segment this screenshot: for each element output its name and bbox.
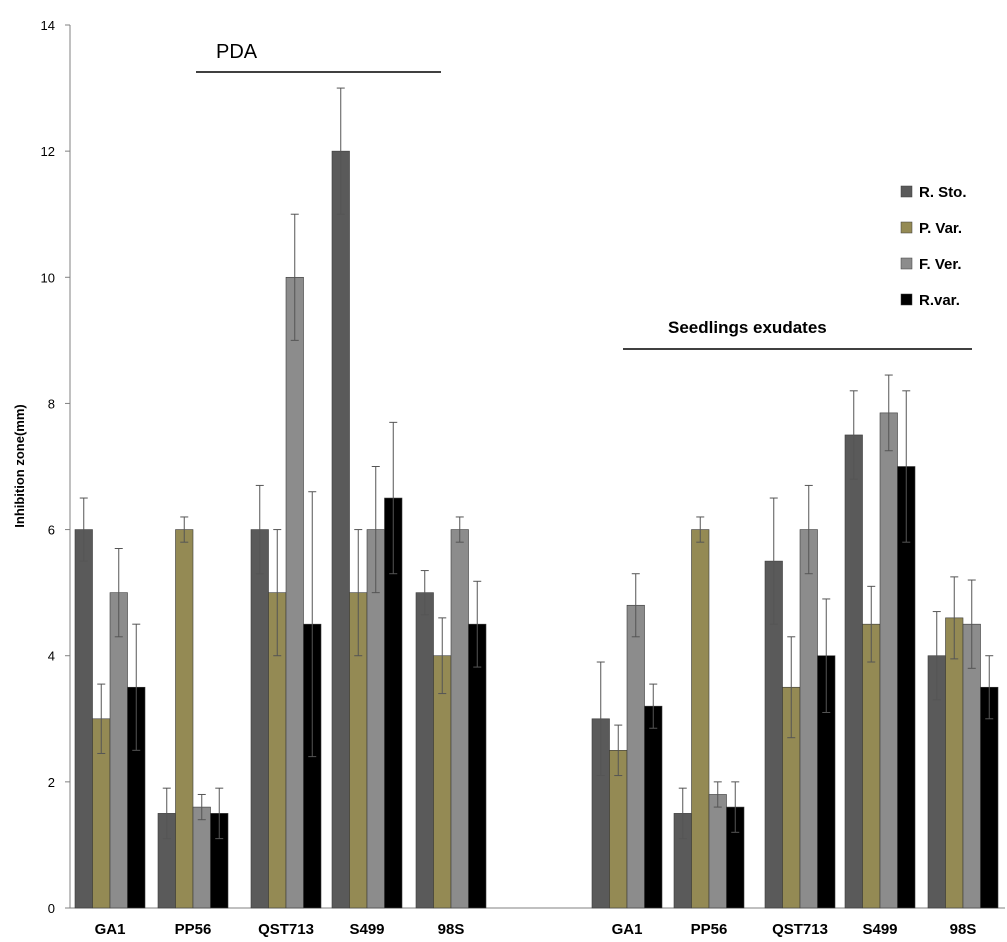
legend-label: P. Var.	[919, 220, 962, 237]
y-axis-label: Inhibition zone(mm)	[12, 404, 27, 527]
bar	[844, 434, 863, 909]
bar	[175, 529, 194, 909]
group-annotation-seedlings: Seedlings exudates	[623, 318, 972, 350]
legend-label: R. Sto.	[919, 184, 967, 201]
legend-label: R.var.	[919, 292, 960, 309]
x-tick-label: 98S	[438, 921, 465, 938]
bar	[192, 806, 211, 909]
legend-label: F. Ver.	[919, 256, 962, 273]
bars	[74, 150, 999, 909]
bar	[862, 623, 881, 909]
y-tick-label: 4	[48, 649, 55, 664]
group-title-pda: PDA	[216, 41, 258, 63]
x-tick-label: QST713	[772, 921, 828, 938]
bar	[644, 705, 663, 909]
bar	[74, 529, 93, 909]
bar	[626, 604, 645, 909]
error-bars	[79, 87, 994, 840]
y-tick-label: 6	[48, 523, 55, 538]
bar	[415, 592, 434, 909]
bar	[691, 529, 710, 909]
legend-swatch	[900, 293, 913, 306]
bar	[708, 794, 727, 909]
bar	[285, 276, 304, 909]
y-tick-label: 8	[48, 396, 55, 411]
legend-swatch	[900, 221, 913, 234]
bar	[450, 529, 469, 909]
y-tick-label: 2	[48, 775, 55, 790]
group-title-seedlings: Seedlings exudates	[668, 318, 827, 337]
x-tick-label: PP56	[691, 921, 728, 938]
bar	[109, 592, 128, 909]
y-tick-label: 0	[48, 901, 55, 916]
bar	[331, 150, 350, 909]
bar	[980, 686, 999, 909]
x-tick-label: GA1	[612, 921, 643, 938]
y-tick-label: 10	[41, 270, 55, 285]
bar	[250, 529, 269, 909]
bar	[799, 529, 818, 909]
legend-swatch	[900, 257, 913, 270]
x-tick-label: S499	[862, 921, 897, 938]
bar	[945, 617, 964, 909]
y-tick-label: 14	[41, 18, 55, 33]
x-tick-label: 98S	[950, 921, 977, 938]
y-ticks: 0 2 4 6 8 10 12 14	[41, 18, 70, 916]
x-tick-label: PP56	[175, 921, 212, 938]
legend: R. Sto. P. Var. F. Ver. R.var.	[900, 184, 967, 309]
legend-swatch	[900, 185, 913, 198]
group-annotation-pda: PDA	[196, 41, 441, 73]
x-tick-label: GA1	[95, 921, 126, 938]
y-tick-label: 12	[41, 144, 55, 159]
x-tick-label: QST713	[258, 921, 314, 938]
category-labels: GA1 PP56 QST713 S499 98S GA1 PP56 QST713 S499 98S	[95, 921, 977, 938]
x-tick-label: S499	[349, 921, 384, 938]
bar	[879, 412, 898, 909]
